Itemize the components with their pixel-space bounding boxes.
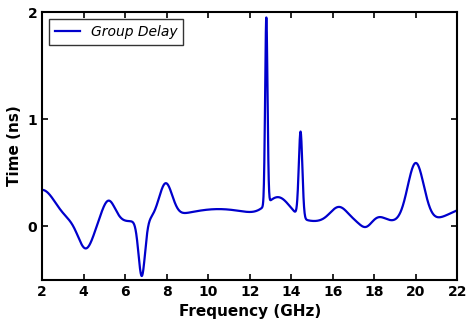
X-axis label: Frequency (GHz): Frequency (GHz) bbox=[179, 304, 321, 319]
Legend: Group Delay: Group Delay bbox=[49, 19, 183, 45]
Y-axis label: Time (ns): Time (ns) bbox=[7, 106, 22, 186]
